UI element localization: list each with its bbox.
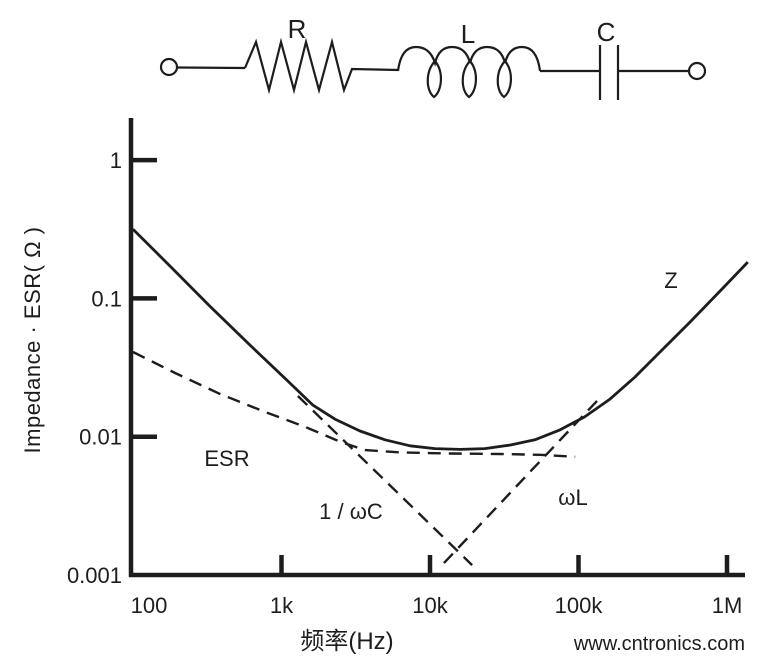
resistor-label: R xyxy=(288,14,307,44)
series-curve-capacitive xyxy=(297,395,473,566)
resistor-symbol xyxy=(243,37,399,95)
terminal-right xyxy=(687,61,707,81)
inductor-label: L xyxy=(461,19,475,49)
series-label: ωL xyxy=(558,485,587,510)
x-tick-label: 10k xyxy=(412,593,448,618)
watermark: www.cntronics.com xyxy=(573,633,745,655)
x-tick-label: 100 xyxy=(131,593,168,618)
circuit-diagram xyxy=(159,37,707,100)
x-axis-title: 频率(Hz) xyxy=(300,628,393,655)
y-tick-label: 0.001 xyxy=(67,563,122,588)
series-label: 1 / ωC xyxy=(319,499,383,524)
y-tick-label: 0.01 xyxy=(79,425,122,450)
x-tick-label: 1k xyxy=(270,593,294,618)
x-tick-label: 1M xyxy=(712,593,743,618)
inductor-loop-2 xyxy=(461,59,477,99)
impedance-chart-plot: 100 1k 10k 100k 1M 1 0.1 0.01 0.001 Z ESR 1 / ωC ωL xyxy=(67,148,749,618)
series-curve-inductive xyxy=(443,397,601,564)
axis-lines xyxy=(128,118,745,578)
inductor-loop-3 xyxy=(496,59,512,99)
wire-left xyxy=(176,66,246,70)
series-curve-esr xyxy=(132,350,576,458)
x-tick-label: 100k xyxy=(555,593,604,618)
y-axis-title: Impedance · ESR( Ω ) xyxy=(20,227,45,454)
inductor-symbol xyxy=(396,45,542,72)
capacitor-label: C xyxy=(597,17,616,47)
y-tick-label: 0.1 xyxy=(91,286,122,311)
series-label: Z xyxy=(664,268,677,293)
series-curve-z xyxy=(132,228,749,451)
terminal-left xyxy=(159,57,179,77)
series-label: ESR xyxy=(204,446,249,471)
inductor-loop-1 xyxy=(426,59,442,99)
y-tick-label: 1 xyxy=(110,148,122,173)
